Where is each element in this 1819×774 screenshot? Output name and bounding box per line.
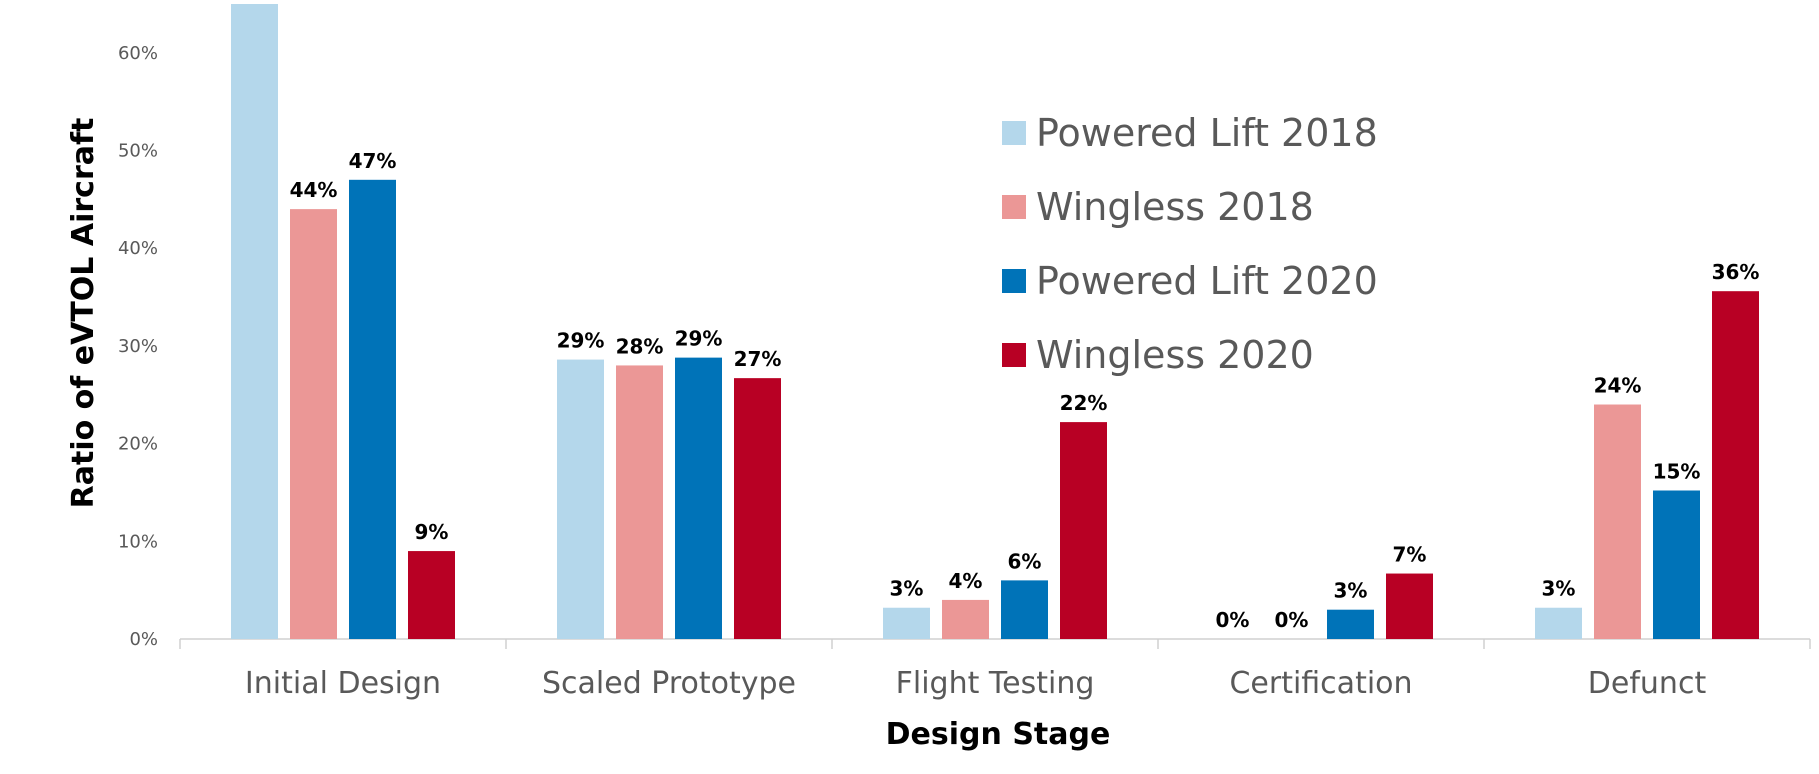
x-tick-label: Flight Testing xyxy=(896,666,1095,701)
y-tick-label: 30% xyxy=(118,336,158,357)
legend-label: Wingless 2018 xyxy=(1036,185,1314,229)
legend-label: Powered Lift 2018 xyxy=(1036,111,1378,155)
data-label: 29% xyxy=(557,329,605,353)
bar xyxy=(1653,490,1700,639)
data-label: 22% xyxy=(1060,391,1108,415)
data-label: 28% xyxy=(616,334,664,358)
x-tick-label: Defunct xyxy=(1588,666,1707,701)
data-label: 36% xyxy=(1712,260,1760,284)
bar xyxy=(1060,422,1107,639)
data-label: 3% xyxy=(890,577,924,601)
bar xyxy=(1327,609,1374,639)
data-label: 24% xyxy=(1594,374,1642,398)
legend-swatch xyxy=(1002,195,1026,219)
bar xyxy=(557,359,604,639)
data-label: 44% xyxy=(290,178,338,202)
data-label: 29% xyxy=(675,327,723,351)
data-label: 7% xyxy=(1393,543,1427,567)
bar xyxy=(1712,291,1759,639)
data-label: 0% xyxy=(1216,608,1250,632)
bar xyxy=(1001,580,1048,639)
x-axis-title: Design Stage xyxy=(886,717,1111,752)
y-tick-label: 0% xyxy=(129,629,158,650)
data-label: 6% xyxy=(1008,549,1042,573)
data-label: 9% xyxy=(415,520,449,544)
y-tick-label: 20% xyxy=(118,434,158,455)
legend-swatch xyxy=(1002,269,1026,293)
bar xyxy=(734,378,781,639)
legend-label: Wingless 2020 xyxy=(1036,333,1314,377)
data-label: 3% xyxy=(1542,577,1576,601)
legend-swatch xyxy=(1002,343,1026,367)
y-axis-title: Ratio of eVTOL Aircraft xyxy=(66,118,101,509)
bar xyxy=(883,607,930,639)
bar xyxy=(942,599,989,639)
x-tick-label: Initial Design xyxy=(245,666,441,701)
data-label: 47% xyxy=(349,149,397,173)
bar xyxy=(675,357,722,639)
bar xyxy=(1535,607,1582,639)
bar xyxy=(1386,573,1433,639)
y-tick-label: 60% xyxy=(118,43,158,64)
bar xyxy=(1594,404,1641,639)
bar xyxy=(231,4,278,639)
bar xyxy=(616,365,663,639)
x-tick-label: Scaled Prototype xyxy=(542,666,796,701)
bar xyxy=(290,209,337,639)
y-tick-label: 50% xyxy=(118,141,158,162)
y-tick-label: 40% xyxy=(118,238,158,259)
data-label: 27% xyxy=(734,347,782,371)
data-label: 0% xyxy=(1275,608,1309,632)
legend-label: Powered Lift 2020 xyxy=(1036,259,1378,303)
bar xyxy=(349,179,396,639)
data-label: 3% xyxy=(1334,579,1368,603)
legend-swatch xyxy=(1002,121,1026,145)
x-tick-label: Certification xyxy=(1229,666,1412,701)
data-label: 4% xyxy=(949,569,983,593)
y-tick-label: 10% xyxy=(118,531,158,552)
bar xyxy=(408,551,455,639)
data-label: 15% xyxy=(1653,459,1701,483)
